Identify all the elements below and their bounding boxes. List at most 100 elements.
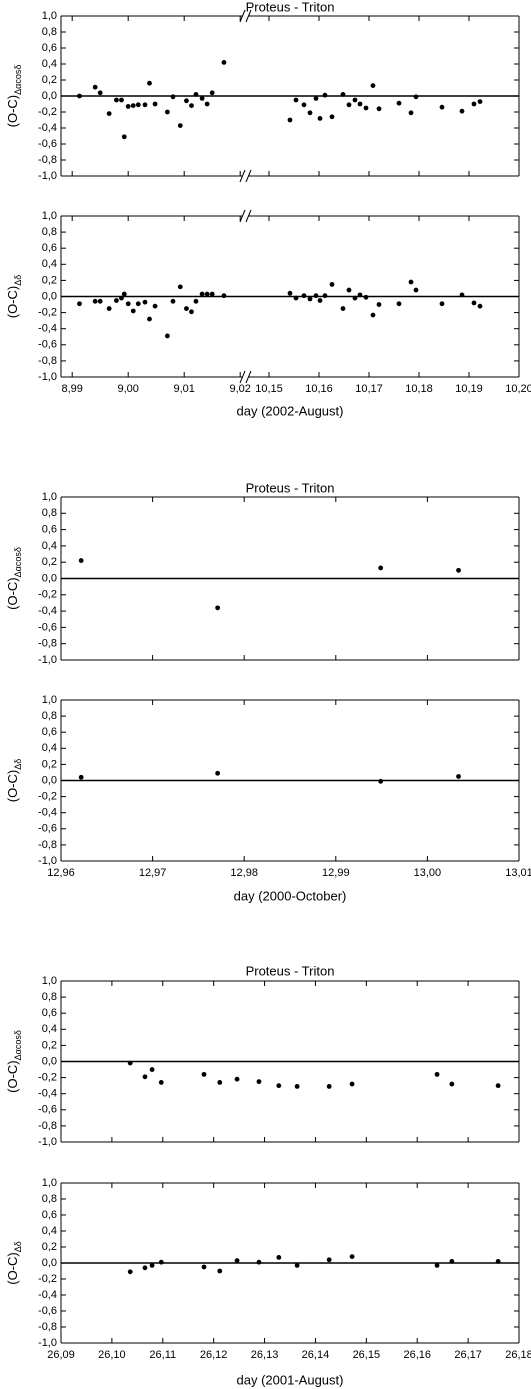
- y-tick-label: -0,4: [38, 122, 57, 134]
- y-tick-label: 1,0: [42, 491, 57, 503]
- x-tick-label: 12,99: [322, 867, 350, 879]
- y-axis-label-main: (O-C): [5, 1252, 20, 1285]
- data-point: [477, 99, 483, 104]
- data-point: [114, 298, 119, 303]
- y-tick-label: 0,2: [42, 1039, 57, 1051]
- y-tick-label: -0,2: [38, 589, 57, 601]
- data-point: [130, 103, 136, 108]
- y-tick-label: -0,2: [38, 1273, 57, 1285]
- y-axis-label-main: (O-C): [5, 770, 20, 803]
- y-tick-label: -1,0: [38, 1136, 57, 1148]
- x-tick-label: 26,14: [302, 1349, 330, 1361]
- data-point: [152, 303, 158, 309]
- y-tick-label: 0,2: [42, 1241, 57, 1253]
- y-tick-label: 0,8: [42, 710, 57, 722]
- data-point: [459, 108, 465, 114]
- data-point: [293, 97, 299, 103]
- y-tick-label: -0,8: [38, 1120, 57, 1132]
- y-axis-label: (O-C)Δδ: [5, 275, 23, 319]
- data-point: [234, 1076, 240, 1082]
- y-tick-label: -0,2: [38, 1072, 57, 1084]
- data-point: [413, 287, 419, 293]
- data-point: [189, 103, 194, 108]
- y-axis-label-main: (O-C): [5, 286, 20, 319]
- data-point: [149, 1067, 155, 1072]
- data-point: [135, 301, 141, 307]
- data-point: [322, 92, 328, 98]
- axis-break: [239, 209, 246, 223]
- y-tick-label: -0,6: [38, 823, 57, 835]
- axis-break: [245, 370, 252, 384]
- data-point: [456, 567, 461, 573]
- data-point: [294, 1084, 300, 1089]
- data-point: [125, 301, 131, 307]
- x-tick-label: 10,16: [305, 383, 333, 395]
- data-point: [256, 1259, 262, 1265]
- data-point: [370, 312, 376, 318]
- data-point: [201, 1264, 207, 1270]
- chart-title: Proteus - Triton: [246, 0, 335, 14]
- data-point: [204, 291, 210, 297]
- y-tick-label: 0,8: [42, 26, 57, 38]
- x-tick-label: 12,96: [47, 867, 75, 879]
- axis-break: [245, 9, 252, 23]
- data-point: [349, 1081, 355, 1087]
- data-point: [92, 84, 98, 90]
- x-tick-label: 26,09: [47, 1349, 75, 1361]
- y-tick-label: 1,0: [42, 210, 57, 222]
- y-tick-label: -0,8: [38, 1321, 57, 1333]
- x-tick-label: 12,98: [230, 867, 258, 879]
- data-point: [477, 303, 483, 309]
- data-point: [92, 298, 98, 304]
- y-tick-label: 1,0: [42, 975, 57, 987]
- x-tick-label: 26,11: [149, 1349, 176, 1361]
- data-point: [193, 92, 199, 97]
- data-point: [495, 1083, 501, 1089]
- y-tick-label: 0,4: [42, 258, 57, 270]
- y-tick-label: -1,0: [38, 170, 57, 182]
- data-point: [495, 1259, 501, 1264]
- data-point: [301, 102, 307, 108]
- y-axis-label: (O-C)Δδ: [5, 759, 23, 803]
- x-axis-label: day (2002-August): [237, 403, 344, 418]
- data-point: [456, 774, 461, 779]
- y-axis-label-sub: Δδ: [13, 275, 23, 286]
- y-tick-label: 1,0: [42, 10, 57, 22]
- data-point: [78, 558, 84, 563]
- data-point: [177, 284, 183, 290]
- x-tick-label: 10,18: [405, 383, 433, 395]
- data-point: [158, 1080, 164, 1085]
- data-point: [97, 90, 103, 96]
- y-tick-label: -0,8: [38, 154, 57, 166]
- axis-break: [239, 169, 246, 183]
- y-tick-label: 0,0: [42, 1257, 57, 1269]
- x-tick-label: 26,12: [200, 1349, 228, 1361]
- y-axis-label-sub: Δδ: [13, 1241, 23, 1252]
- data-point: [149, 1263, 155, 1268]
- y-tick-label: 0,2: [42, 274, 57, 286]
- y-tick-label: -0,6: [38, 138, 57, 150]
- data-point: [121, 134, 127, 140]
- data-point: [301, 293, 307, 299]
- x-tick-label: 9,02: [229, 383, 250, 395]
- data-point: [276, 1255, 282, 1260]
- x-tick-label: 10,17: [355, 383, 383, 395]
- data-point: [77, 93, 82, 99]
- data-point: [142, 299, 148, 305]
- y-axis-label-sub: Δαcosδ: [13, 65, 23, 95]
- x-axis-label: day (2000-October): [234, 888, 347, 903]
- data-point: [209, 90, 215, 96]
- y-tick-label: -0,6: [38, 1104, 57, 1116]
- data-point: [147, 80, 152, 86]
- x-tick-label: 13,00: [414, 867, 442, 879]
- x-tick-label: 10,15: [255, 383, 283, 395]
- data-point: [142, 1074, 148, 1080]
- data-point: [152, 101, 158, 107]
- y-tick-label: 0,6: [42, 726, 57, 738]
- data-point: [119, 97, 124, 103]
- data-point: [147, 316, 152, 322]
- x-tick-label: 26,13: [251, 1349, 279, 1361]
- y-tick-label: -0,8: [38, 839, 57, 851]
- data-point: [434, 1071, 440, 1077]
- data-point: [349, 1254, 355, 1259]
